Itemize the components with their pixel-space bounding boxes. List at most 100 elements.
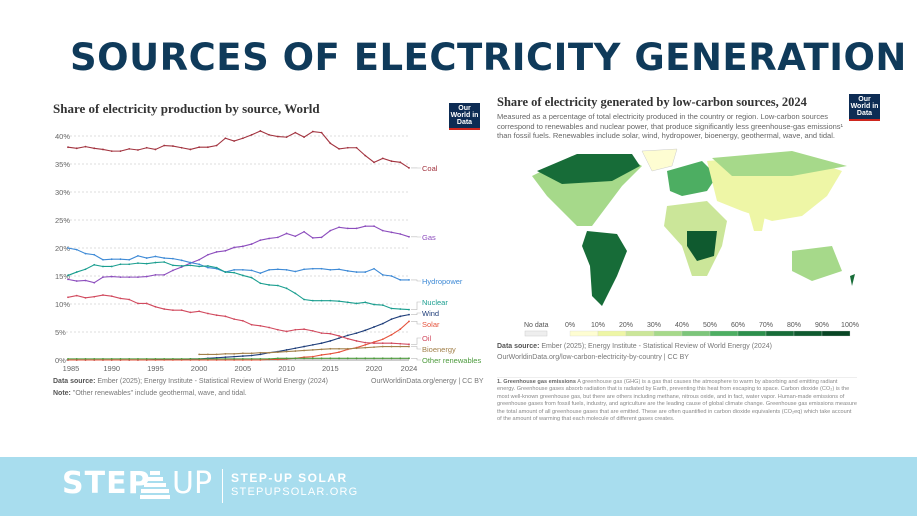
series-line-other-renewables[interactable] [68,357,409,360]
data-point [110,150,113,153]
x-tick-label: 2005 [235,364,252,373]
y-tick-label: 35% [55,160,70,169]
map-russia[interactable] [712,151,847,176]
data-point [137,262,139,265]
owid-logo-map[interactable]: Our World in Data [849,94,880,121]
data-point [154,261,157,264]
series-label: Bioenergy [422,345,456,354]
map-source-label: Data source: [497,343,540,350]
data-point [390,333,393,336]
line-chart-url[interactable]: OurWorldinData.org/energy | CC BY [371,378,484,385]
data-point [189,357,192,360]
map-europe[interactable] [667,161,717,196]
data-point [241,137,244,140]
map-central-africa[interactable] [687,231,717,261]
x-tick-label: 2015 [322,364,339,373]
data-point [241,245,244,248]
data-point [224,356,227,359]
data-point [346,347,349,350]
data-point [381,345,384,348]
legend-swatch[interactable] [653,330,683,337]
data-point [294,328,297,331]
data-point [408,235,410,238]
data-point [285,349,288,351]
data-point [198,310,201,313]
data-point [128,298,131,301]
legend-tick-label: 20% [619,322,633,329]
data-point [233,357,236,360]
data-point [381,322,384,325]
legend-swatch[interactable] [765,330,795,337]
brand-url[interactable]: STEPUPSOLAR.ORG [231,486,359,498]
data-point [137,276,139,279]
data-point [329,142,332,145]
map-legend: No data 0% 10% 20% 30% 40% 50% 60% 70% 80% 90% 100% [524,322,859,337]
data-point [285,287,288,290]
data-point [67,357,69,360]
data-point [224,315,227,318]
series-line-nuclear[interactable] [67,261,410,311]
data-point [172,145,174,147]
legend-swatch[interactable] [625,330,655,337]
series-line-oil[interactable] [67,294,410,345]
series-line-coal[interactable] [67,130,410,169]
map-url[interactable]: OurWorldinData.org/low-carbon-electricit… [497,354,689,361]
data-point [119,150,122,153]
line-chart-title: Share of electricity production by sourc… [53,101,320,116]
data-point [355,347,358,350]
data-point [364,346,367,349]
data-point [381,338,384,341]
data-point [198,357,201,360]
data-point [145,257,148,259]
legend-swatch[interactable] [597,330,627,337]
data-point [137,357,139,360]
data-point [355,340,358,342]
map-nz[interactable] [850,274,855,286]
x-tick-label: 2020 [366,364,383,373]
data-point [390,345,393,348]
legend-swatch[interactable] [569,330,599,337]
data-point [311,355,314,358]
data-point [259,272,262,275]
data-point [276,268,279,271]
data-point [189,311,192,314]
data-point [311,357,314,360]
map-australia[interactable] [792,246,842,281]
data-point [329,357,332,360]
map-subtitle: Measured as a percentage of total electr… [497,112,844,140]
legend-swatch[interactable] [793,330,823,337]
y-tick-label: 25% [55,216,70,225]
data-point [128,147,131,150]
data-point [399,357,402,360]
data-point [224,352,227,355]
world-map[interactable] [492,146,862,316]
legend-swatch[interactable] [681,330,711,337]
owid-logo[interactable]: Our World in Data [449,103,480,130]
data-point [399,161,402,164]
data-point [390,307,393,310]
legend-swatch[interactable] [821,330,851,337]
data-point [93,253,96,256]
map-canada[interactable] [537,154,640,184]
data-point [355,227,358,230]
legend-swatch[interactable] [737,330,767,337]
data-point [180,357,183,360]
data-point [233,355,236,358]
map-title: Share of electricity generated by low-ca… [497,95,807,109]
series-line-hydropower[interactable] [67,247,409,281]
data-point [294,357,297,360]
data-point [259,351,262,354]
map-south-america[interactable] [582,231,627,306]
series-line-gas[interactable] [67,225,410,284]
data-point [119,297,122,300]
data-point [110,275,113,278]
data-point [67,247,69,249]
map-india[interactable] [747,206,767,231]
data-point [198,146,201,149]
data-point [390,318,393,321]
legend-swatch[interactable] [709,330,739,337]
series-label: Wind [422,309,439,318]
map-greenland[interactable] [641,148,678,172]
data-point [373,267,375,270]
data-point [276,357,279,360]
